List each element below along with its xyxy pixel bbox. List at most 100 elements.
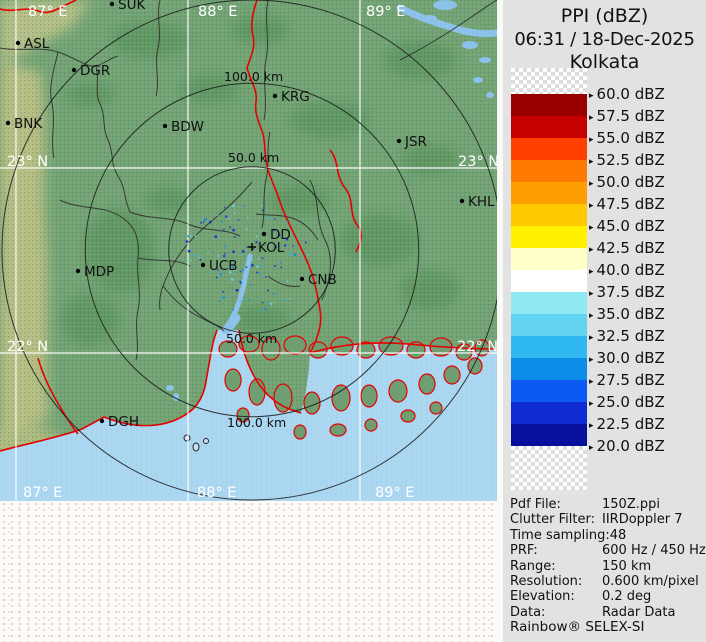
echo-pixel: [250, 284, 252, 286]
echo-pixel: [260, 204, 263, 207]
echo-pixel: [256, 265, 259, 268]
echo-pixel: [270, 302, 273, 305]
echo-pixel: [232, 204, 235, 207]
echo-pixel: [224, 252, 226, 255]
echo-pixel: [256, 235, 258, 238]
legend-threshold-label: ▸ 52.5 dBZ: [589, 151, 665, 169]
legend-swatch: [511, 248, 587, 270]
coordinate-label: 88° E: [197, 485, 236, 501]
metadata-row: Pdf File: 150Z.ppi: [510, 497, 706, 512]
legend-threshold-label: ▸ 47.5 dBZ: [589, 195, 665, 213]
echo-pixel: [264, 307, 267, 311]
threshold-arrow-icon: ▸: [589, 135, 594, 145]
place-marker-dot: [71, 67, 77, 73]
echo-pixel: [229, 226, 231, 228]
threshold-arrow-icon: ▸: [589, 201, 594, 211]
echo-pixel: [201, 289, 203, 292]
echo-pixel: [248, 298, 250, 301]
echo-pixel: [219, 273, 223, 276]
echo-pixel: [239, 254, 242, 257]
threshold-arrow-icon: ▸: [589, 333, 594, 343]
echo-pixel: [218, 238, 221, 241]
empty-canvas-area: [0, 501, 497, 642]
metadata-value: IIRDoppler 7: [602, 512, 683, 528]
echo-pixel: [274, 265, 276, 267]
international-border: [246, 0, 322, 354]
echo-pixel: [185, 240, 189, 243]
echo-pixel: [232, 309, 234, 311]
legend-threshold-label: ▸ 30.0 dBZ: [589, 349, 665, 367]
product-title: PPI (dBZ): [560, 5, 649, 27]
threshold-arrow-icon: ▸: [589, 157, 594, 167]
threshold-arrow-icon: ▸: [589, 399, 594, 409]
range-ring-label: 50.0 km: [228, 150, 279, 165]
echo-pixel: [189, 259, 192, 262]
coordinate-label: 23° N: [7, 154, 48, 170]
echo-pixel: [280, 262, 282, 264]
place-label-dd: DD: [270, 227, 291, 243]
echo-pixel: [221, 221, 223, 223]
echo-pixel: [284, 299, 286, 301]
software-branding: Rainbow® SELEX-SI: [510, 619, 645, 635]
place-label-dgh: DGH: [108, 414, 139, 430]
red-borders: [0, 0, 497, 452]
range-ring-label: 50.0 km: [226, 331, 277, 346]
echo-pixel: [224, 245, 227, 248]
place-marker-dot: [99, 418, 105, 424]
echo-pixel: [228, 217, 230, 220]
echo-pixel: [239, 280, 241, 283]
echo-pixel: [274, 245, 277, 248]
echo-pixel: [305, 241, 307, 244]
echo-pixel: [198, 257, 201, 259]
metadata-value: Radar Data: [602, 604, 676, 620]
metadata-label: Clutter Filter:: [510, 512, 595, 528]
echo-pixel: [216, 214, 219, 217]
legend-threshold-label: ▸ 27.5 dBZ: [589, 371, 665, 389]
legend-swatch: [511, 358, 587, 380]
echo-pixel: [229, 295, 231, 297]
range-rings: [1, 0, 497, 501]
echo-pixel: [292, 245, 294, 247]
echo-pixel: [246, 228, 248, 230]
legend-threshold-label: ▸ 42.5 dBZ: [589, 239, 665, 257]
coastline-east: [309, 342, 497, 354]
coordinate-label: 87° E: [23, 485, 62, 501]
echo-pixel: [256, 271, 258, 274]
radar-map: 100.0 km 50.0 km 50.0 km 100.0 km SUK ASL DGR…: [0, 0, 497, 501]
coastline-estuary-east: [238, 329, 302, 414]
metadata-label: PRF:: [510, 543, 538, 559]
dbz-color-legend: ▸ 60.0 dBZ ▸ 57.5 dBZ ▸ 55.0 dBZ ▸ 52.5 dBZ ▸ 50.…: [503, 0, 706, 642]
echo-pixel: [266, 217, 270, 220]
threshold-arrow-icon: ▸: [589, 91, 594, 101]
legend-swatch: [511, 402, 587, 424]
echo-pixel: [278, 234, 281, 237]
place-label-kol: KOL: [258, 240, 285, 256]
legend-threshold-label: ▸ 55.0 dBZ: [589, 129, 665, 147]
legend-swatch: [511, 314, 587, 336]
border-river: [329, 149, 362, 253]
echo-pixel: [223, 228, 225, 231]
echo-pixel: [235, 289, 238, 292]
echo-pixel: [285, 238, 289, 241]
echo-pixel: [209, 221, 212, 224]
place-marker-dot: [15, 40, 21, 46]
echo-pixel: [234, 236, 236, 238]
echo-pixel: [265, 276, 267, 278]
legend-threshold-label: ▸ 57.5 dBZ: [589, 107, 665, 125]
echo-pixel: [217, 271, 220, 273]
echo-pixel: [251, 259, 253, 261]
echo-pixel: [215, 276, 218, 279]
echo-pixel: [273, 293, 275, 295]
echo-pixel: [289, 252, 292, 255]
panel-header: PPI (dBZ) 06:31 / 18-Dec-2025 Kolkata: [503, 5, 706, 74]
echo-pixel: [229, 271, 232, 274]
metadata-row: PRF: 600 Hz / 450 Hz: [510, 543, 706, 558]
echo-pixel: [258, 272, 261, 275]
echo-pixel: [231, 266, 235, 269]
metadata-row: Clutter Filter: IIRDoppler 7: [510, 512, 706, 527]
metadata-value: 150 km: [602, 558, 652, 574]
echo-pixel: [262, 301, 264, 304]
coordinate-label: 23° N: [458, 154, 497, 170]
info-panel: PPI (dBZ) 06:31 / 18-Dec-2025 Kolkata ▸ 6…: [497, 0, 706, 642]
